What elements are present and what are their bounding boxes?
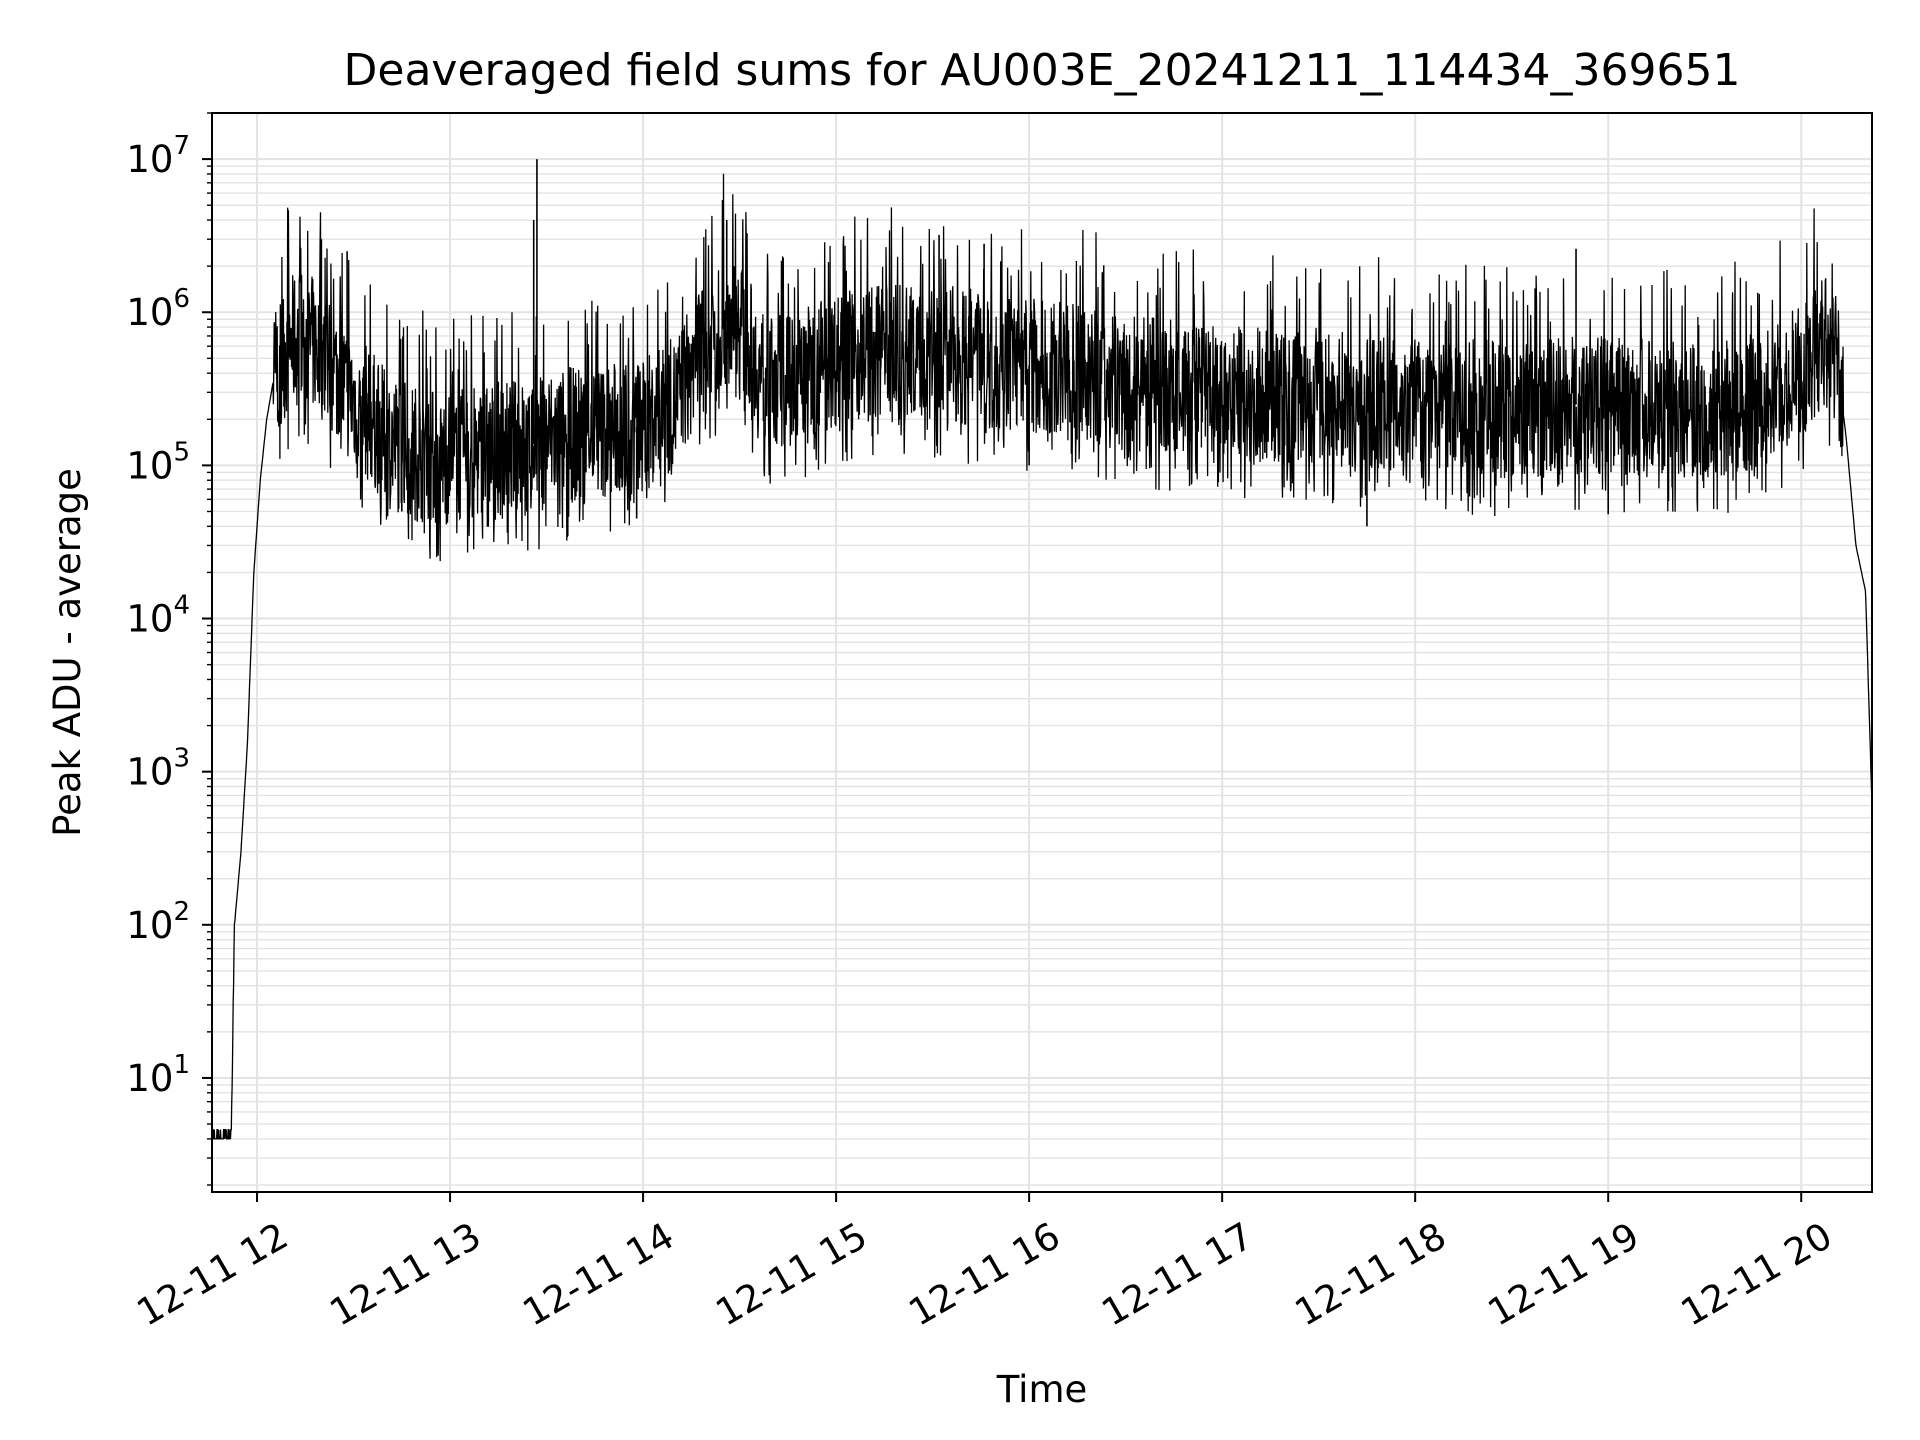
x-tick-label: 12-11 14 xyxy=(516,1214,682,1334)
y-axis: 101 102 103 104 105 106 107 xyxy=(126,112,212,1186)
y-tick-label: 103 xyxy=(126,744,190,794)
x-tick-label: 12-11 20 xyxy=(1674,1214,1840,1334)
x-tick-label: 12-11 12 xyxy=(130,1214,296,1334)
x-tick-label: 12-11 13 xyxy=(323,1214,489,1334)
plot-area xyxy=(211,173,1873,1140)
y-tick-label: 106 xyxy=(126,284,190,334)
y-tick-label: 107 xyxy=(126,131,190,181)
spike-layer xyxy=(320,159,1610,527)
chart-title: Deaveraged field sums for AU003E_2024121… xyxy=(344,45,1741,96)
x-tick-label: 12-11 15 xyxy=(709,1214,875,1334)
x-axis-label: Time xyxy=(996,1368,1088,1411)
x-axis: 12-11 12 12-11 13 12-11 14 12-11 15 12-11 16… xyxy=(130,1192,1840,1335)
x-tick-label: 12-11 19 xyxy=(1481,1214,1647,1334)
x-tick-label: 12-11 17 xyxy=(1095,1214,1261,1334)
x-tick-label: 12-11 18 xyxy=(1288,1214,1454,1334)
y-tick-label: 102 xyxy=(126,897,190,947)
y-tick-label: 101 xyxy=(126,1050,190,1100)
y-axis-label: Peak ADU - average xyxy=(46,468,89,837)
x-tick-label: 12-11 16 xyxy=(902,1214,1068,1334)
y-tick-label: 104 xyxy=(126,591,190,641)
grid xyxy=(212,112,1872,1192)
y-tick-label: 105 xyxy=(126,437,190,487)
series-line xyxy=(211,173,1873,1140)
